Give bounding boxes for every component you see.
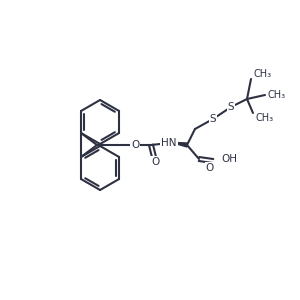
Polygon shape <box>175 142 187 147</box>
Text: CH₃: CH₃ <box>255 113 273 123</box>
Text: O: O <box>131 140 139 150</box>
Text: HN: HN <box>161 138 177 148</box>
Text: OH: OH <box>221 154 237 164</box>
Text: S: S <box>210 114 216 124</box>
Text: O: O <box>151 157 159 167</box>
Text: O: O <box>206 163 214 173</box>
Text: S: S <box>228 102 234 112</box>
Text: CH₃: CH₃ <box>268 90 286 100</box>
Text: CH₃: CH₃ <box>253 69 271 79</box>
